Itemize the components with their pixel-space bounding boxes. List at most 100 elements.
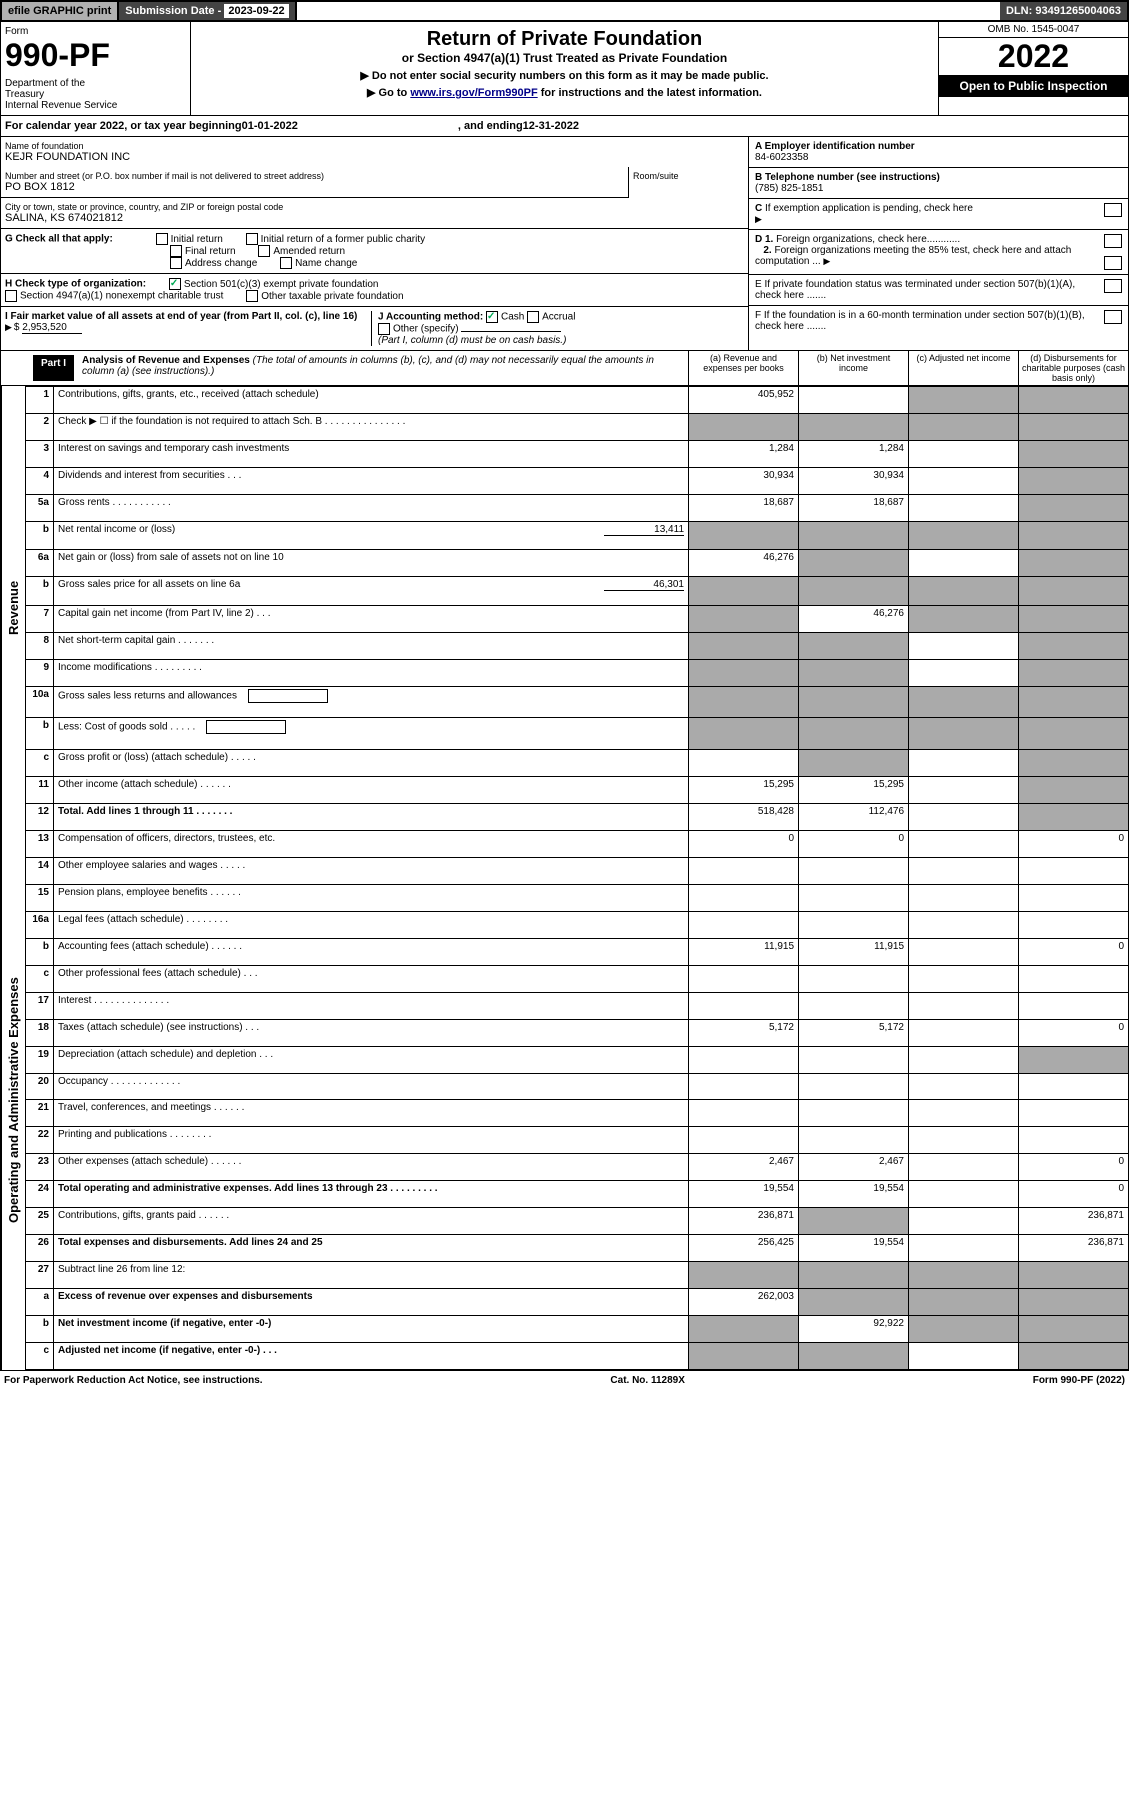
table-row: 23Other expenses (attach schedule) . . .… — [26, 1154, 1129, 1181]
h-label: H Check type of organization: — [5, 279, 146, 290]
cb-amended[interactable] — [258, 245, 270, 257]
table-row: bAccounting fees (attach schedule) . . .… — [26, 938, 1129, 965]
phone-value: (785) 825-1851 — [755, 183, 823, 194]
cb-4947a1[interactable] — [5, 290, 17, 302]
footer-left: For Paperwork Reduction Act Notice, see … — [4, 1375, 263, 1386]
table-row: bNet investment income (if negative, ent… — [26, 1315, 1129, 1342]
city-label: City or town, state or province, country… — [5, 202, 744, 212]
form-subtitle: or Section 4947(a)(1) Trust Treated as P… — [197, 51, 932, 65]
entity-info: Name of foundation KEJR FOUNDATION INC N… — [0, 137, 1129, 351]
i-label: I Fair market value of all assets at end… — [5, 311, 357, 322]
part1-table: 1Contributions, gifts, grants, etc., rec… — [25, 386, 1129, 1370]
col-a: (a) Revenue and expenses per books — [688, 351, 798, 385]
table-row: 12Total. Add lines 1 through 11 . . . . … — [26, 804, 1129, 831]
cb-f[interactable] — [1104, 310, 1122, 324]
table-row: cOther professional fees (attach schedul… — [26, 965, 1129, 992]
table-row: aExcess of revenue over expenses and dis… — [26, 1288, 1129, 1315]
fmv-value: 2,953,520 — [22, 322, 82, 334]
foundation-address: PO BOX 1812 — [5, 181, 624, 193]
table-row: 18Taxes (attach schedule) (see instructi… — [26, 1019, 1129, 1046]
table-row: 8Net short-term capital gain . . . . . .… — [26, 632, 1129, 659]
table-row: bNet rental income or (loss) 13,411 — [26, 521, 1129, 550]
ein-value: 84-6023358 — [755, 152, 808, 163]
part1-header-row: Part I Analysis of Revenue and Expenses … — [0, 351, 1129, 386]
table-row: 17Interest . . . . . . . . . . . . . . — [26, 992, 1129, 1019]
footer-right: Form 990-PF (2022) — [1033, 1375, 1125, 1386]
cb-final-return[interactable] — [170, 245, 182, 257]
table-row: 19Depreciation (attach schedule) and dep… — [26, 1046, 1129, 1073]
table-row: 11Other income (attach schedule) . . . .… — [26, 777, 1129, 804]
table-row: 25Contributions, gifts, grants paid . . … — [26, 1208, 1129, 1235]
table-row: 27Subtract line 26 from line 12: — [26, 1261, 1129, 1288]
form-title: Return of Private Foundation — [197, 28, 932, 51]
cb-initial-former[interactable] — [246, 233, 258, 245]
open-to-public: Open to Public Inspection — [939, 75, 1128, 97]
j-note: (Part I, column (d) must be on cash basi… — [378, 335, 566, 346]
table-row: 3Interest on savings and temporary cash … — [26, 440, 1129, 467]
cb-d1[interactable] — [1104, 234, 1122, 248]
room-label: Room/suite — [633, 171, 744, 181]
cb-initial-return[interactable] — [156, 233, 168, 245]
table-row: bLess: Cost of goods sold . . . . . — [26, 718, 1129, 750]
page-footer: For Paperwork Reduction Act Notice, see … — [0, 1370, 1129, 1390]
table-row: bGross sales price for all assets on lin… — [26, 577, 1129, 606]
cb-e[interactable] — [1104, 279, 1122, 293]
instr-2: ▶ Go to www.irs.gov/Form990PF for instru… — [197, 86, 932, 99]
cb-d2[interactable] — [1104, 256, 1122, 270]
table-row: cGross profit or (loss) (attach schedule… — [26, 750, 1129, 777]
foundation-name: KEJR FOUNDATION INC — [5, 151, 744, 163]
c-label: C If exemption application is pending, c… — [755, 203, 1100, 225]
cb-501c3[interactable] — [169, 278, 181, 290]
efile-print-button[interactable]: efile GRAPHIC print — [2, 2, 119, 20]
instr-1: ▶ Do not enter social security numbers o… — [197, 69, 932, 82]
table-row: 5aGross rents . . . . . . . . . . .18,68… — [26, 494, 1129, 521]
dln: DLN: 93491265004063 — [1000, 2, 1127, 20]
g-label: G Check all that apply: — [5, 234, 113, 245]
table-row: 22Printing and publications . . . . . . … — [26, 1127, 1129, 1154]
submission-date-label: Submission Date - 2023-09-22 — [119, 2, 296, 20]
dept-treasury: Department of theTreasuryInternal Revenu… — [5, 78, 186, 111]
footer-mid: Cat. No. 11289X — [610, 1375, 684, 1386]
cb-c[interactable] — [1104, 203, 1122, 217]
d-label: D 1. Foreign organizations, check here..… — [755, 234, 1100, 267]
table-row: 6aNet gain or (loss) from sale of assets… — [26, 550, 1129, 577]
cb-other-taxable[interactable] — [246, 290, 258, 302]
tax-year: 2022 — [939, 38, 1128, 75]
table-row: 20Occupancy . . . . . . . . . . . . . — [26, 1073, 1129, 1100]
cb-name-change[interactable] — [280, 257, 292, 269]
cb-accrual[interactable] — [527, 311, 539, 323]
revenue-sidebar: Revenue — [1, 386, 25, 830]
omb-number: OMB No. 1545-0047 — [939, 22, 1128, 38]
form-header: Form 990-PF Department of theTreasuryInt… — [0, 22, 1129, 116]
col-c: (c) Adjusted net income — [908, 351, 1018, 385]
foundation-city: SALINA, KS 674021812 — [5, 212, 744, 224]
table-row: 9Income modifications . . . . . . . . . — [26, 659, 1129, 686]
top-bar: efile GRAPHIC print Submission Date - 20… — [0, 0, 1129, 22]
part1-label: Part I — [33, 355, 74, 381]
cb-address-change[interactable] — [170, 257, 182, 269]
form-label: Form — [5, 26, 186, 37]
addr-label: Number and street (or P.O. box number if… — [5, 171, 624, 181]
table-row: 1Contributions, gifts, grants, etc., rec… — [26, 387, 1129, 414]
table-row: 21Travel, conferences, and meetings . . … — [26, 1100, 1129, 1127]
table-row: 15Pension plans, employee benefits . . .… — [26, 885, 1129, 912]
cb-cash[interactable] — [486, 311, 498, 323]
table-row: 10aGross sales less returns and allowanc… — [26, 686, 1129, 718]
col-b: (b) Net investment income — [798, 351, 908, 385]
table-row: 7Capital gain net income (from Part IV, … — [26, 605, 1129, 632]
table-row: 13Compensation of officers, directors, t… — [26, 831, 1129, 858]
calendar-year-row: For calendar year 2022, or tax year begi… — [0, 116, 1129, 137]
table-row: cAdjusted net income (if negative, enter… — [26, 1342, 1129, 1369]
table-row: 26Total expenses and disbursements. Add … — [26, 1235, 1129, 1262]
table-row: 4Dividends and interest from securities … — [26, 467, 1129, 494]
cb-other-method[interactable] — [378, 323, 390, 335]
table-row: 16aLegal fees (attach schedule) . . . . … — [26, 911, 1129, 938]
e-label: E If private foundation status was termi… — [755, 279, 1100, 301]
f-label: F If the foundation is in a 60-month ter… — [755, 310, 1100, 332]
j-label: J Accounting method: — [378, 312, 483, 323]
table-row: 14Other employee salaries and wages . . … — [26, 858, 1129, 885]
table-row: 24Total operating and administrative exp… — [26, 1181, 1129, 1208]
form-link[interactable]: www.irs.gov/Form990PF — [410, 87, 537, 99]
name-label: Name of foundation — [5, 141, 744, 151]
form-number: 990-PF — [5, 37, 186, 74]
